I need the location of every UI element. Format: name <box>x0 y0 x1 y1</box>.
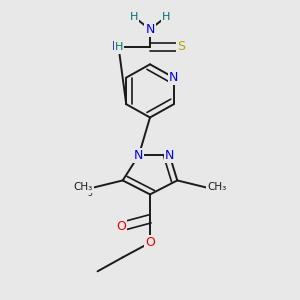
Text: CH₃: CH₃ <box>207 182 226 192</box>
Text: O: O <box>116 220 126 233</box>
Text: 3: 3 <box>87 189 92 198</box>
Text: CH₃: CH₃ <box>74 182 93 192</box>
Text: H: H <box>161 12 170 22</box>
Text: CH: CH <box>77 182 92 192</box>
Text: H: H <box>115 42 123 52</box>
Text: N: N <box>145 23 155 36</box>
Text: O: O <box>145 236 155 249</box>
Text: N: N <box>165 149 174 162</box>
Text: N: N <box>134 149 143 162</box>
Text: H: H <box>130 12 139 22</box>
Text: N: N <box>112 40 121 53</box>
Text: S: S <box>178 40 185 53</box>
Text: N: N <box>169 71 178 84</box>
